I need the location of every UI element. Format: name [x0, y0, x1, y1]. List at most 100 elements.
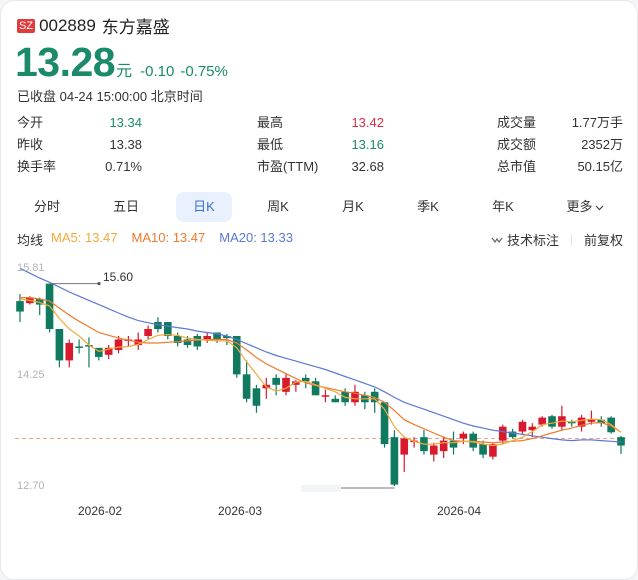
ma5-value: MA5: 13.47 — [51, 230, 118, 245]
candle — [85, 337, 93, 368]
candle — [252, 384, 261, 413]
stat-item: 今开 13.34 — [17, 113, 142, 133]
stat-item: 最高 13.42 — [257, 113, 384, 133]
stock-title: SZ 002889 东方嘉盛 — [17, 13, 170, 38]
price-row: 13.28 元 -0.10 -0.75% — [15, 39, 228, 86]
candle — [75, 339, 83, 354]
chart-tools: 技术标注 前复权 — [491, 230, 623, 249]
y-tick-top: 15.81 — [17, 262, 45, 274]
stat-label: 最高 — [257, 115, 284, 130]
candle — [597, 416, 606, 427]
tab-period-0[interactable]: 分时 — [33, 199, 60, 214]
y-tick-mid: 14.25 — [17, 369, 45, 381]
x-tick-mar: 2026-03 — [218, 504, 263, 518]
price-unit: 元 — [116, 63, 133, 80]
tab-more[interactable]: 更多 — [557, 192, 613, 222]
stat-item: 最低 13.16 — [257, 135, 384, 155]
candle — [242, 360, 251, 403]
tab-period-6[interactable]: 年K — [492, 199, 514, 214]
stat-value: 50.15亿 — [577, 159, 623, 174]
stat-value: 13.38 — [109, 137, 142, 152]
candle — [144, 325, 152, 340]
candle — [55, 329, 64, 368]
ma-legend: 均线 MA5: 13.47 MA10: 13.47 MA20: 13.33 — [17, 230, 293, 249]
current-price: 13.28 — [15, 39, 116, 85]
candle — [587, 410, 596, 425]
candle — [370, 388, 379, 413]
candle — [400, 437, 409, 473]
candle — [45, 283, 54, 333]
candle — [518, 419, 527, 434]
candle — [114, 335, 123, 354]
candle — [163, 322, 172, 340]
tech-annotation-label: 技术标注 — [506, 233, 559, 248]
price-change-pct: -0.75% — [180, 63, 228, 80]
tab-period-3[interactable]: 周K — [267, 199, 289, 214]
candle — [548, 414, 556, 429]
stat-item: 昨收 13.38 — [17, 135, 142, 155]
ma20-line — [19, 267, 622, 443]
stat-label: 今开 — [17, 115, 44, 130]
candle — [390, 430, 399, 486]
stock-name: 东方嘉盛 — [101, 18, 170, 37]
ma10-line — [20, 297, 622, 444]
x-tick-apr: 2026-04 — [437, 504, 482, 518]
stat-value: 2352万 — [581, 137, 623, 152]
stat-label: 成交量 — [497, 115, 537, 130]
adjust-button[interactable]: 前复权 — [583, 233, 623, 248]
tech-annotation-button[interactable]: 技术标注 — [491, 230, 559, 249]
tab-period-5[interactable]: 季K — [417, 199, 439, 214]
stat-item: 成交额 2352万 — [497, 135, 623, 155]
stat-label: 昨收 — [17, 137, 44, 152]
candle — [104, 345, 113, 360]
stat-label: 总市值 — [497, 159, 537, 174]
candle — [439, 437, 448, 459]
y-tick-bottom: 12.70 — [17, 480, 45, 492]
stat-value: 13.16 — [351, 137, 384, 152]
candle — [193, 333, 202, 350]
wave-icon — [491, 237, 503, 243]
stat-item: 换手率 0.71% — [17, 157, 142, 177]
stat-item: 成交量 1.77万手 — [497, 113, 623, 133]
tab-period-1[interactable]: 五日 — [112, 199, 139, 214]
tab-period-2[interactable]: 日K — [176, 192, 232, 222]
stat-label: 最低 — [257, 137, 284, 152]
ma20-value: MA20: 13.33 — [219, 230, 293, 245]
candle — [567, 419, 576, 427]
kline-chart[interactable] — [1, 256, 638, 526]
candle — [617, 435, 625, 454]
market-status: 已收盘 04-24 15:00:00 北京时间 — [17, 89, 203, 104]
ma-label: 均线 — [17, 233, 44, 248]
market-badge: SZ — [17, 18, 36, 33]
candle — [508, 428, 517, 439]
ma10-value: MA10: 13.47 — [131, 230, 206, 245]
candle — [577, 414, 586, 432]
chevron-down-icon — [593, 199, 604, 214]
stat-value: 1.77万手 — [571, 115, 623, 130]
price-change: -0.10 — [140, 63, 175, 80]
low-marker-label — [301, 485, 341, 492]
candle — [35, 297, 44, 316]
x-tick-feb: 2026-02 — [78, 504, 123, 518]
stock-code: 002889 — [39, 15, 96, 35]
candle — [430, 442, 438, 462]
candle — [272, 374, 280, 396]
divider — [570, 233, 572, 246]
stat-label: 换手率 — [17, 159, 57, 174]
stat-value: 32.68 — [351, 159, 384, 174]
high-marker-dot — [97, 282, 101, 286]
tab-period-4[interactable]: 月K — [342, 199, 364, 214]
high-marker-label: 15.60 — [103, 270, 134, 284]
candle — [203, 332, 211, 343]
candle — [331, 395, 340, 403]
candle — [282, 374, 290, 396]
stat-value: 0.71% — [105, 159, 142, 174]
stat-value: 13.42 — [351, 115, 384, 130]
stat-item: 总市值 50.15亿 — [497, 157, 623, 177]
candle — [420, 430, 428, 455]
stat-value: 13.34 — [109, 115, 142, 130]
candle — [498, 424, 507, 445]
candle — [528, 423, 537, 438]
candle — [16, 294, 24, 323]
